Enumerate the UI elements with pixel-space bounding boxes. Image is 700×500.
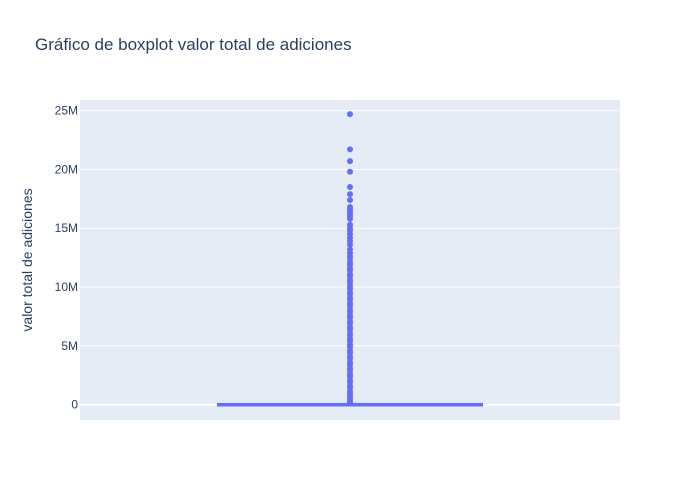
chart-title: Gráfico de boxplot valor total de adicio… — [35, 35, 352, 54]
outlier-point-4[interactable] — [347, 184, 353, 191]
y-tick-label-5: 25M — [55, 104, 78, 118]
outlier-point-12[interactable] — [347, 215, 353, 222]
outlier-point-3[interactable] — [347, 168, 353, 175]
outlier-point-2[interactable] — [347, 158, 353, 165]
outlier-point-5[interactable] — [347, 191, 353, 198]
outlier-points[interactable] — [347, 111, 353, 406]
y-tick-label-3: 15M — [55, 221, 78, 235]
y-tick-labels: 0 5M 10M 15M 20M 25M — [55, 104, 79, 412]
y-tick-label-0: 0 — [71, 398, 78, 412]
outlier-point-19[interactable] — [347, 241, 353, 248]
outlier-point-0[interactable] — [347, 111, 353, 118]
y-tick-label-4: 20M — [55, 162, 78, 176]
outlier-point-6[interactable] — [347, 197, 353, 203]
y-tick-label-2: 10M — [55, 280, 78, 294]
y-tick-label-1: 5M — [61, 339, 78, 353]
outlier-point-1[interactable] — [347, 146, 353, 153]
outlier-point-73[interactable] — [347, 399, 353, 406]
y-axis-title: valor total de adiciones — [19, 188, 35, 331]
